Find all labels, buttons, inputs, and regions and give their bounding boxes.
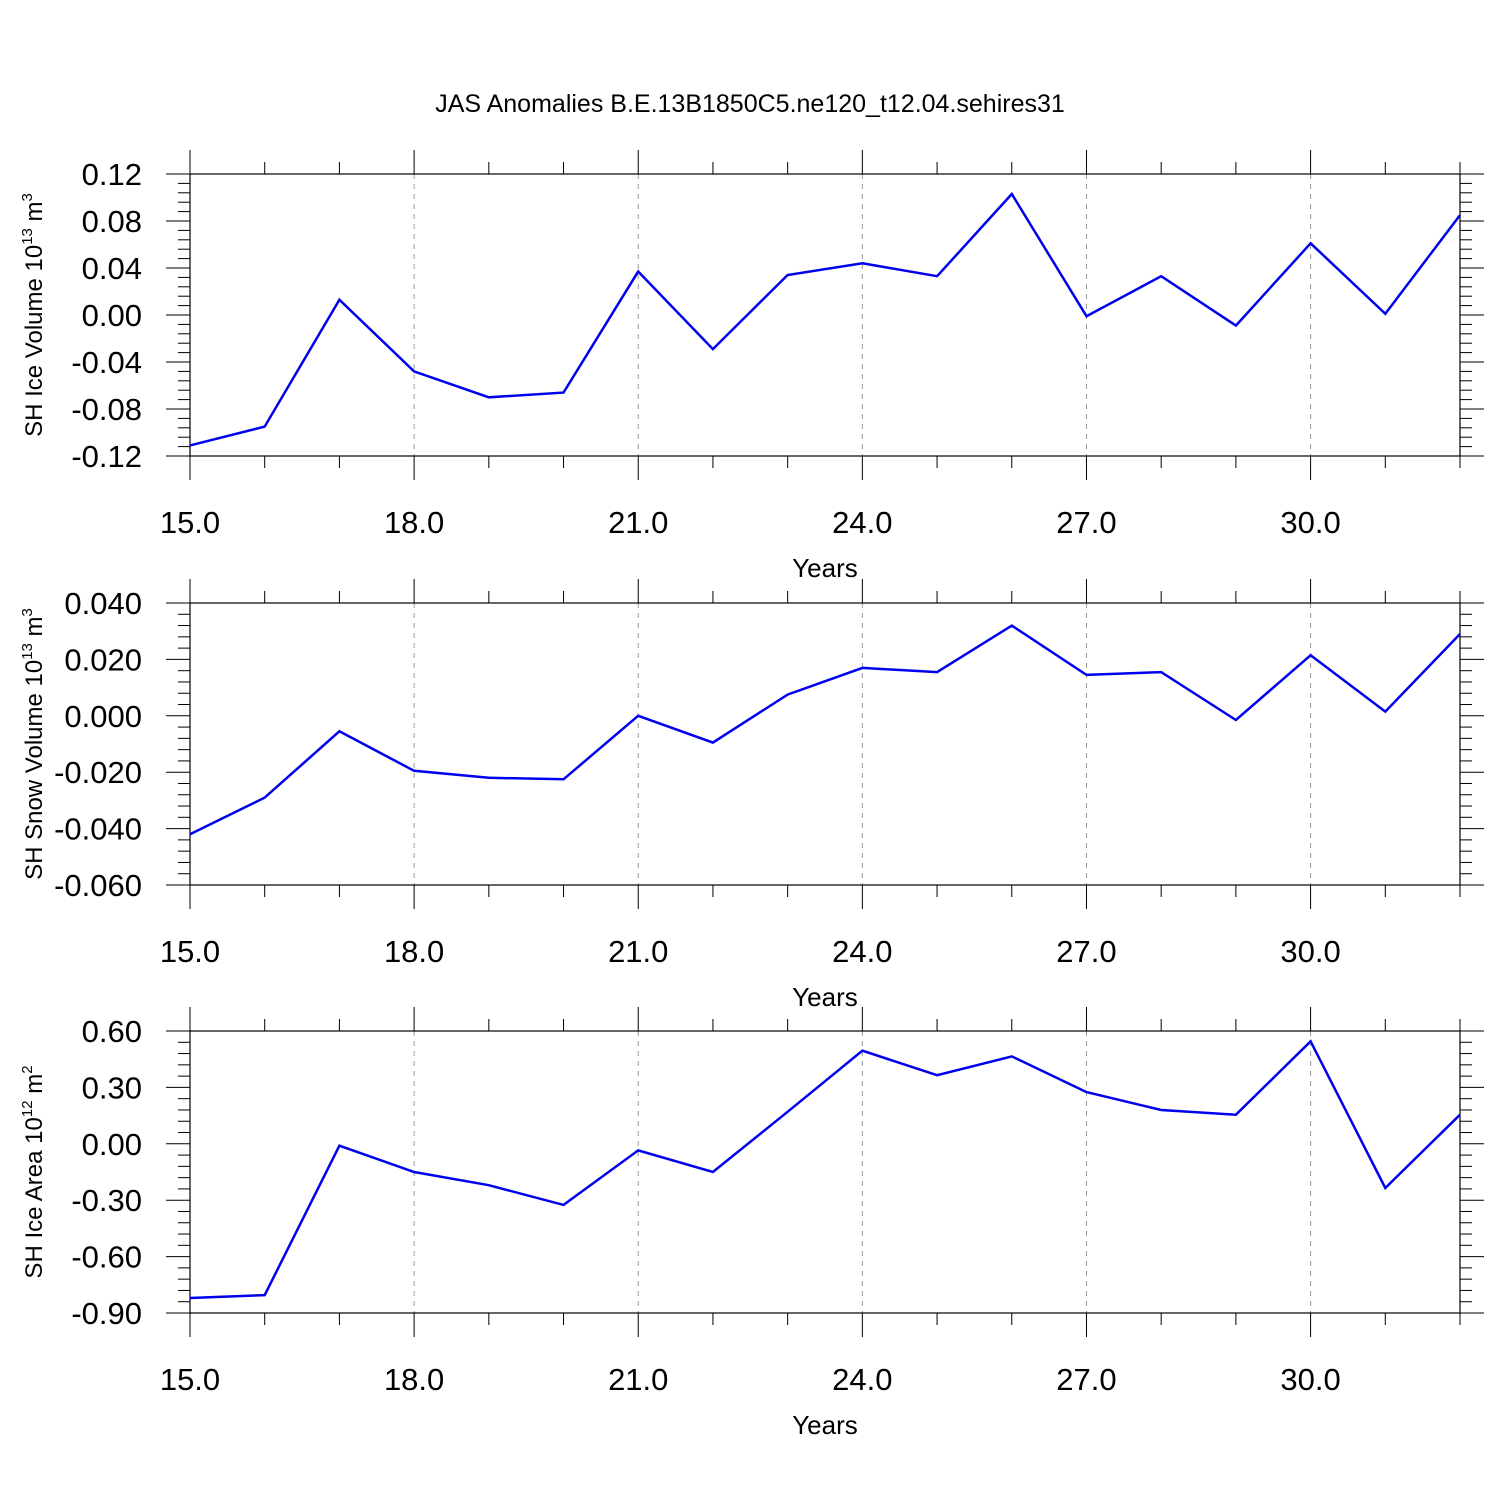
x-tick-label: 18.0 bbox=[384, 1362, 444, 1397]
y-tick-label: 0.30 bbox=[82, 1070, 142, 1105]
plot-frame bbox=[189, 173, 1461, 457]
x-tick-label: 27.0 bbox=[1056, 1362, 1116, 1397]
y-axis-label-exponent: 12 bbox=[19, 1100, 36, 1117]
plot-frame bbox=[189, 602, 1461, 886]
y-tick-label: -0.08 bbox=[71, 392, 142, 427]
y-tick-label: -0.12 bbox=[71, 439, 142, 474]
y-axis-label-text: SH Ice Volume 10 bbox=[21, 245, 48, 437]
x-tick-label: 18.0 bbox=[384, 505, 444, 540]
y-tick-label: 0.60 bbox=[82, 1014, 142, 1049]
x-tick-label: 24.0 bbox=[832, 1362, 892, 1397]
y-tick-label: -0.040 bbox=[54, 812, 142, 847]
y-tick-label: 0.00 bbox=[82, 1127, 142, 1162]
y-axis-label-unit: m bbox=[21, 201, 48, 228]
y-axis-label-unit: m bbox=[21, 616, 48, 643]
chart-title: JAS Anomalies B.E.13B1850C5.ne120_t12.04… bbox=[435, 90, 1065, 118]
y-axis-label: SH Ice Volume 1013 m3 bbox=[19, 193, 48, 437]
plot-frame bbox=[189, 1030, 1461, 1314]
y-axis-label-text: SH Snow Volume 10 bbox=[21, 660, 48, 880]
y-axis-label-unit-exponent: 2 bbox=[19, 1065, 36, 1073]
y-axis-label: SH Snow Volume 1013 m3 bbox=[19, 608, 48, 880]
x-tick-label: 24.0 bbox=[832, 505, 892, 540]
chart-panel-3: 15.0 18.0 21.0 24.0 27.0 30.0 -0.90 -0.60 -0.30 0… bbox=[19, 1007, 1484, 1440]
y-tick-label: 0.040 bbox=[64, 586, 142, 621]
y-tick-label: 0.00 bbox=[82, 298, 142, 333]
y-tick-label: -0.020 bbox=[54, 755, 142, 790]
series-line bbox=[189, 191, 1461, 447]
y-tick-label: 0.12 bbox=[82, 157, 142, 192]
y-tick-label: -0.04 bbox=[71, 345, 142, 380]
y-axis-label-unit-exponent: 3 bbox=[19, 193, 36, 201]
x-axis-label: Years bbox=[792, 553, 858, 583]
x-tick-label: 30.0 bbox=[1280, 934, 1340, 969]
y-tick-label: -0.90 bbox=[71, 1296, 142, 1331]
x-tick-label: 30.0 bbox=[1280, 1362, 1340, 1397]
y-axis-label-exponent: 13 bbox=[19, 228, 36, 245]
x-tick-label: 15.0 bbox=[160, 505, 220, 540]
y-tick-label: -0.60 bbox=[71, 1240, 142, 1275]
chart-panel-1: 15.0 18.0 21.0 24.0 27.0 30.0 -0.12 -0.08 -0.04 0… bbox=[19, 150, 1484, 583]
x-tick-label: 15.0 bbox=[160, 1362, 220, 1397]
series-line bbox=[189, 624, 1461, 836]
y-tick-label: -0.060 bbox=[54, 868, 142, 903]
y-tick-label: -0.30 bbox=[71, 1183, 142, 1218]
x-tick-label: 18.0 bbox=[384, 934, 444, 969]
x-tick-label: 24.0 bbox=[832, 934, 892, 969]
series-line bbox=[189, 1039, 1461, 1300]
y-tick-label: 0.04 bbox=[82, 251, 142, 286]
x-tick-label: 21.0 bbox=[608, 505, 668, 540]
x-tick-label: 21.0 bbox=[608, 1362, 668, 1397]
y-axis-label-exponent: 13 bbox=[19, 643, 36, 660]
x-tick-label: 27.0 bbox=[1056, 934, 1116, 969]
y-tick-label: 0.020 bbox=[64, 642, 142, 677]
y-axis-label-unit: m bbox=[21, 1074, 48, 1101]
x-axis-label: Years bbox=[792, 1410, 858, 1440]
x-tick-label: 27.0 bbox=[1056, 505, 1116, 540]
chart-panel-2: 15.0 18.0 21.0 24.0 27.0 30.0 -0.060 -0.040 -0.0… bbox=[19, 579, 1484, 1012]
y-tick-label: 0.000 bbox=[64, 699, 142, 734]
y-tick-label: 0.08 bbox=[82, 204, 142, 239]
y-axis-label: SH Ice Area 1012 m2 bbox=[19, 1065, 48, 1278]
x-tick-label: 15.0 bbox=[160, 934, 220, 969]
x-axis-label: Years bbox=[792, 982, 858, 1012]
x-tick-label: 30.0 bbox=[1280, 505, 1340, 540]
x-tick-label: 21.0 bbox=[608, 934, 668, 969]
y-axis-label-unit-exponent: 3 bbox=[19, 608, 36, 616]
y-axis-label-text: SH Ice Area 10 bbox=[21, 1117, 48, 1278]
